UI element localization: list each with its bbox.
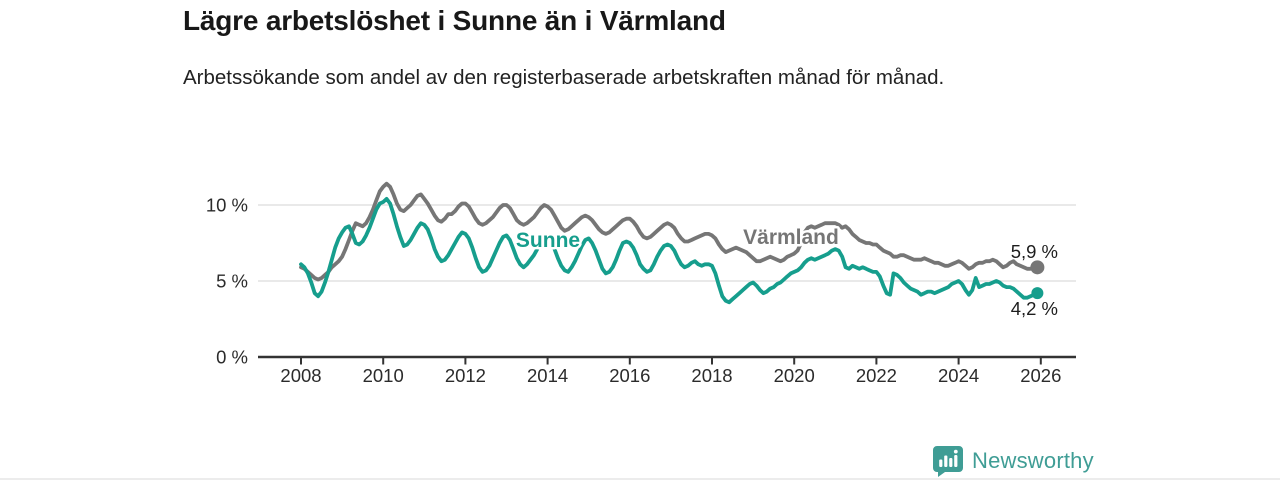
y-axis-label-0: 0 % [216, 347, 248, 368]
series-line-sunne [299, 196, 1040, 305]
series-end-dot-sunne [1031, 287, 1044, 300]
x-axis-label-2022: 2022 [856, 365, 897, 386]
x-axis-label-2014: 2014 [527, 365, 568, 386]
y-axis-label-10: 10 % [206, 195, 248, 216]
newsworthy-logo-icon [933, 446, 963, 477]
series-label-sunne: Sunne [516, 229, 580, 252]
x-axis-label-2020: 2020 [774, 365, 815, 386]
x-axis-label-2018: 2018 [691, 365, 732, 386]
brand-footer: Newsworthy [933, 445, 1094, 477]
x-axis-label-2008: 2008 [280, 365, 321, 386]
page-title: Lägre arbetslöshet i Sunne än i Värmland [183, 5, 726, 36]
x-axis-label-2024: 2024 [938, 365, 979, 386]
x-axis-label-2016: 2016 [609, 365, 650, 386]
series-end-dot-vrmland [1030, 260, 1045, 275]
series-end-value-sunne: 4,2 % [1011, 298, 1058, 319]
series-end-value-vrmland: 5,9 % [1011, 241, 1058, 262]
x-axis-label-2026: 2026 [1020, 365, 1061, 386]
series-label-vrmland: Värmland [743, 226, 839, 249]
x-axis-label-2012: 2012 [445, 365, 486, 386]
brand-name: Newsworthy [972, 448, 1094, 473]
x-axis-label-2010: 2010 [363, 365, 404, 386]
chart-subtitle: Arbetssökande som andel av den registerb… [183, 66, 945, 89]
series-line-vrmland [299, 181, 1040, 282]
y-axis-label-5: 5 % [216, 271, 248, 292]
